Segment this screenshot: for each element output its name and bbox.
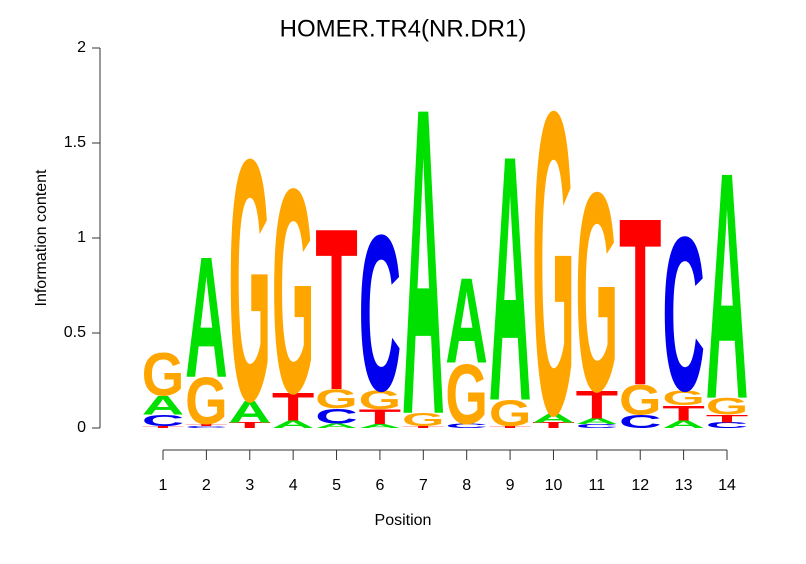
logo-letter: T	[272, 385, 315, 429]
logo-letter: T	[706, 413, 749, 425]
y-axis-label: Information content	[33, 169, 50, 307]
logo-letter: G	[402, 410, 445, 431]
x-tick-label: 2	[202, 477, 211, 494]
logo-letter: T	[532, 421, 575, 430]
logo-letter: A	[402, 18, 445, 506]
logo-letter: G	[142, 340, 185, 409]
x-tick-label: 11	[589, 477, 606, 494]
logo-letter: A	[706, 104, 749, 466]
chart-title: HOMER.TR4(NR.DR1)	[280, 15, 527, 42]
logo-letter: A	[272, 419, 315, 431]
logo-letter: C	[706, 421, 749, 430]
x-tick-label: 1	[159, 477, 168, 494]
logo-letter: C	[445, 422, 488, 429]
logo-letter: G	[576, 134, 619, 451]
logo-letter: G	[185, 364, 228, 438]
x-tick-label: 13	[675, 477, 693, 494]
x-axis-label: Position	[375, 512, 432, 529]
logo-letter: T	[489, 426, 532, 429]
x-tick-label: 10	[545, 477, 563, 494]
x-tick-label: 8	[462, 477, 471, 494]
x-tick-label: 6	[375, 477, 384, 494]
logo-letter: T	[662, 402, 705, 425]
logo-letter: T	[576, 383, 619, 427]
logo-letter: C	[576, 423, 619, 429]
y-tick-label: 0	[77, 419, 86, 436]
logo-letter: A	[532, 410, 575, 425]
logo-letter: C	[315, 404, 358, 427]
y-tick-label: 0.5	[64, 324, 86, 341]
x-tick-label: 3	[245, 477, 254, 494]
logo-letter: C	[619, 411, 662, 432]
logo-letter: C	[359, 189, 402, 438]
logo-letter: A	[489, 83, 532, 475]
logo-letter: T	[315, 180, 358, 438]
logo-letter: A	[315, 422, 358, 429]
x-tick-label: 4	[289, 477, 298, 494]
logo-letter: T	[142, 426, 185, 429]
y-tick-label: 1	[77, 229, 86, 246]
logo-letter: G	[489, 393, 532, 434]
y-tick-label: 2	[77, 39, 86, 56]
logo-letter: G	[662, 386, 705, 409]
logo-letter: C	[185, 426, 228, 429]
logo-letter: G	[532, 21, 575, 505]
x-tick-label: 7	[419, 477, 428, 494]
logo-letter: G	[272, 128, 315, 454]
logo-letter: T	[619, 168, 662, 435]
x-tick-label: 14	[718, 477, 736, 494]
x-tick-label: 12	[631, 477, 649, 494]
x-tick-label: 9	[506, 477, 515, 494]
logo-letter: C	[662, 192, 705, 438]
logo-letter: G	[445, 346, 488, 441]
logo-letter: A	[142, 391, 185, 421]
logo-letter: A	[185, 220, 228, 413]
logo-letter: A	[229, 394, 272, 430]
logo-letter: T	[359, 405, 402, 428]
logo-letter: G	[619, 377, 662, 425]
logo-letter: A	[576, 417, 619, 426]
logo-letter: C	[142, 412, 185, 430]
logo-letter: G	[229, 87, 272, 473]
x-tick-label: 5	[332, 477, 341, 494]
logo-letter: G	[706, 393, 749, 420]
logo-letter: A	[445, 252, 488, 389]
logo-letter: G	[315, 384, 358, 414]
logo-letter: A	[359, 423, 402, 429]
logo-letter: T	[185, 424, 228, 427]
logo-letter: T	[402, 426, 445, 429]
y-tick-label: 1.5	[64, 134, 86, 151]
logo-letter: G	[359, 385, 402, 415]
logo-letter: T	[229, 421, 272, 430]
logo-letter: A	[662, 419, 705, 431]
